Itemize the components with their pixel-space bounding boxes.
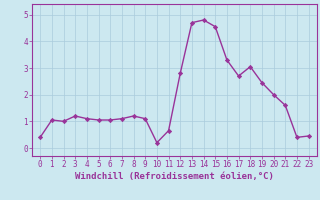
X-axis label: Windchill (Refroidissement éolien,°C): Windchill (Refroidissement éolien,°C) (75, 172, 274, 181)
